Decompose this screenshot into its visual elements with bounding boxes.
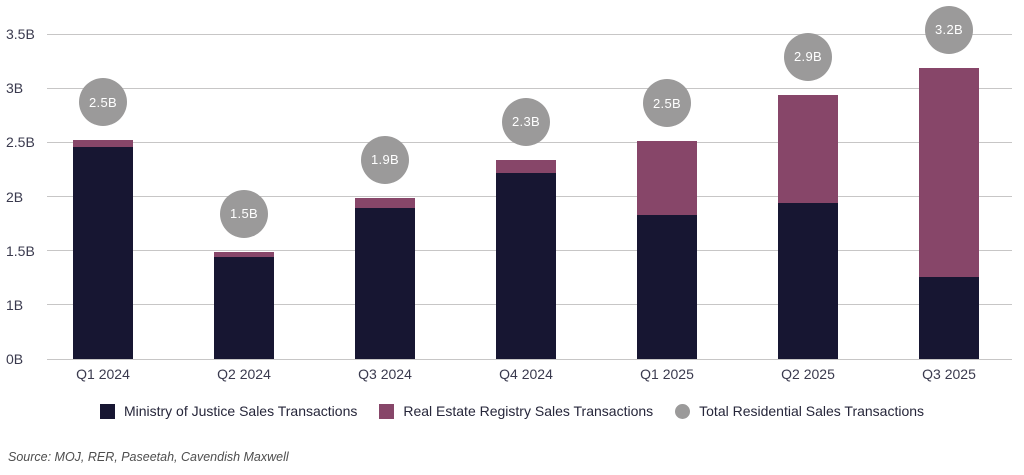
- bar-segment-rer-q2-2025: [778, 94, 838, 203]
- bar-segment-moj-q2-2024: [214, 257, 274, 359]
- source-note: Source: MOJ, RER, Paseetah, Cavendish Ma…: [8, 450, 289, 464]
- total-bubble-q1-2025: 2.5B: [643, 79, 691, 128]
- y-axis-tick-label: 1.5B: [6, 242, 35, 259]
- legend-label: Real Estate Registry Sales Transactions: [403, 403, 654, 419]
- total-bubble-q3-2024: 1.9B: [361, 135, 409, 184]
- x-axis-label-q4-2024: Q4 2024: [499, 366, 553, 382]
- x-axis-label-q3-2025: Q3 2025: [922, 366, 976, 382]
- bar-segment-rer-q3-2024: [355, 197, 415, 209]
- total-bubble-value: 2.3B: [512, 114, 540, 130]
- total-bubble-q2-2025: 2.9B: [784, 32, 832, 81]
- bar-segment-moj-q3-2024: [355, 208, 415, 359]
- total-bubble-value: 2.5B: [653, 95, 681, 111]
- y-axis-tick-label: 1B: [6, 296, 24, 313]
- y-axis-tick-label: 3B: [6, 80, 24, 97]
- bar-segment-rer-q2-2024: [214, 251, 274, 258]
- y-axis-tick-label: 2.5B: [6, 134, 35, 151]
- x-axis-label-q1-2024: Q1 2024: [76, 366, 130, 382]
- bar-segment-moj-q1-2024: [73, 146, 133, 359]
- bar-segment-moj-q3-2025: [919, 276, 979, 359]
- total-bubble-q4-2024: 2.3B: [502, 97, 550, 146]
- legend-swatch-square: [99, 403, 115, 419]
- bar-segment-moj-q1-2025: [637, 214, 697, 359]
- gridline-3B: [47, 87, 1012, 89]
- x-axis-label-q2-2025: Q2 2025: [781, 366, 835, 382]
- x-axis-label-q2-2024: Q2 2024: [217, 366, 271, 382]
- y-axis-tick-label: 0B: [6, 351, 24, 367]
- total-bubble-q3-2025: 3.2B: [925, 5, 973, 54]
- legend: Ministry of Justice Sales Transactions Re…: [0, 403, 1024, 419]
- gridline-3.5B: [47, 33, 1012, 35]
- bar-segment-rer-q4-2024: [496, 159, 556, 173]
- bar-segment-rer-q1-2024: [73, 140, 133, 147]
- legend-swatch-square: [379, 403, 395, 419]
- legend-item: Real Estate Registry Sales Transactions: [379, 403, 653, 419]
- total-bubble-value: 1.5B: [230, 206, 258, 222]
- bar-segment-moj-q2-2025: [778, 203, 838, 359]
- total-bubble-value: 2.9B: [794, 49, 822, 65]
- x-axis-label-q3-2024: Q3 2024: [358, 366, 412, 382]
- bar-segment-rer-q3-2025: [919, 67, 979, 277]
- bar-segment-rer-q1-2025: [637, 141, 697, 215]
- total-bubble-q1-2024: 2.5B: [79, 78, 127, 127]
- y-axis-tick-label: 3.5B: [6, 26, 35, 42]
- legend-swatch-circle: [675, 403, 691, 419]
- total-bubble-value: 3.2B: [935, 22, 963, 38]
- y-axis-tick-label: 2B: [6, 188, 24, 205]
- x-axis-label-q1-2025: Q1 2025: [640, 366, 694, 382]
- legend-item: Ministry of Justice Sales Transactions: [99, 403, 358, 419]
- legend-label: Ministry of Justice Sales Transactions: [123, 403, 358, 419]
- total-bubble-q2-2024: 1.5B: [220, 189, 268, 238]
- bar-segment-moj-q4-2024: [496, 172, 556, 359]
- legend-item: Total Residential Sales Transactions: [675, 403, 924, 419]
- legend-label: Total Residential Sales Transactions: [699, 403, 925, 419]
- gridline-0B: [47, 358, 1012, 360]
- total-bubble-value: 2.5B: [89, 94, 117, 110]
- total-bubble-value: 1.9B: [371, 152, 399, 168]
